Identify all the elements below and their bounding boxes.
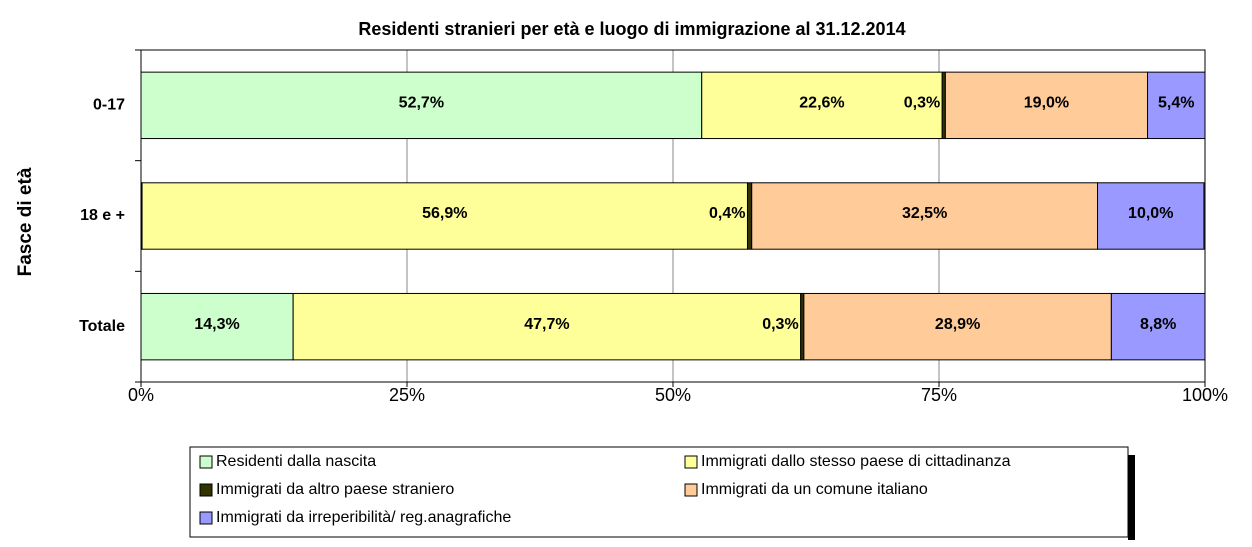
bar-segment xyxy=(751,182,1099,250)
data-label: 0,3% xyxy=(762,316,798,333)
bar-segment xyxy=(292,292,802,361)
legend-swatch xyxy=(199,455,213,469)
plot-border xyxy=(140,49,1206,383)
y-axis-label: Fasce di età xyxy=(15,167,36,276)
bar-segment xyxy=(140,292,294,361)
legend-swatch xyxy=(199,483,213,497)
bar-segment xyxy=(1097,182,1205,250)
legend-label: Residenti dalla nascita xyxy=(216,453,376,470)
y-tick-label: Totale xyxy=(79,318,125,335)
data-label: 22,6% xyxy=(799,95,844,112)
y-tick-label: 0-17 xyxy=(93,97,125,114)
data-label: 8,8% xyxy=(1140,316,1176,333)
data-label: 19,0% xyxy=(1024,95,1069,112)
data-label: 0,4% xyxy=(709,205,745,222)
x-tick-label: 25% xyxy=(389,385,425,405)
bar-segment xyxy=(141,182,748,250)
data-label: 10,0% xyxy=(1128,205,1173,222)
y-tick-label: 18 e + xyxy=(80,207,125,224)
legend-label: Immigrati da irreperibilità/ reg.anagraf… xyxy=(216,509,511,526)
data-label: 0,3% xyxy=(904,95,940,112)
legend-label: Immigrati da altro paese straniero xyxy=(216,481,454,498)
bar-segment xyxy=(803,292,1112,361)
data-label: 47,7% xyxy=(524,316,569,333)
x-tick-label: 0% xyxy=(128,385,154,405)
data-label: 14,3% xyxy=(194,316,239,333)
legend-label: Immigrati dallo stesso paese di cittadin… xyxy=(701,453,1011,470)
data-label: 5,4% xyxy=(1158,95,1194,112)
legend-swatch xyxy=(684,455,698,469)
bar-segment xyxy=(701,71,943,140)
legend-swatch xyxy=(684,483,698,497)
legend-label: Immigrati da un comune italiano xyxy=(701,481,928,498)
bar-segment xyxy=(944,71,1149,140)
data-label: 52,7% xyxy=(399,95,444,112)
bar-segment xyxy=(1110,292,1206,361)
data-label: 56,9% xyxy=(422,205,467,222)
data-label: 28,9% xyxy=(935,316,980,333)
x-tick-label: 75% xyxy=(921,385,957,405)
legend xyxy=(189,446,1129,538)
legend-swatch xyxy=(199,511,213,525)
x-tick-label: 50% xyxy=(655,385,691,405)
x-tick-label: 100% xyxy=(1182,385,1228,405)
bar-segment xyxy=(746,182,753,250)
legend-shadow xyxy=(1128,455,1135,540)
data-label: 32,5% xyxy=(902,205,947,222)
chart-title: Residenti stranieri per età e luogo di i… xyxy=(358,19,905,39)
